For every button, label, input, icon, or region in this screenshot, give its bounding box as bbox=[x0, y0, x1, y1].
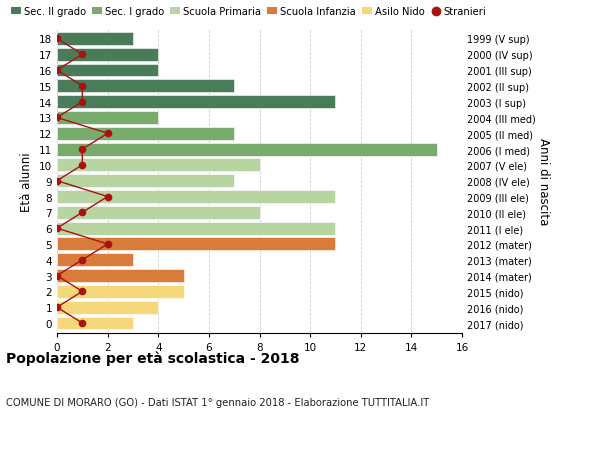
Bar bbox=[57, 269, 184, 282]
Bar bbox=[57, 301, 158, 314]
Y-axis label: Anni di nascita: Anni di nascita bbox=[536, 138, 550, 225]
Y-axis label: Età alunni: Età alunni bbox=[20, 151, 34, 211]
Text: Popolazione per età scolastica - 2018: Popolazione per età scolastica - 2018 bbox=[6, 351, 299, 366]
Bar bbox=[57, 143, 437, 156]
Bar bbox=[57, 128, 234, 140]
Bar bbox=[57, 254, 133, 267]
Text: COMUNE DI MORARO (GO) - Dati ISTAT 1° gennaio 2018 - Elaborazione TUTTITALIA.IT: COMUNE DI MORARO (GO) - Dati ISTAT 1° ge… bbox=[6, 397, 429, 407]
Legend: Sec. II grado, Sec. I grado, Scuola Primaria, Scuola Infanzia, Asilo Nido, Stran: Sec. II grado, Sec. I grado, Scuola Prim… bbox=[11, 7, 487, 17]
Bar bbox=[57, 159, 260, 172]
Bar bbox=[57, 222, 335, 235]
Bar bbox=[57, 285, 184, 298]
Bar bbox=[57, 49, 158, 62]
Bar bbox=[57, 317, 133, 330]
Bar bbox=[57, 80, 234, 93]
Bar bbox=[57, 190, 335, 203]
Bar bbox=[57, 112, 158, 125]
Bar bbox=[57, 33, 133, 46]
Bar bbox=[57, 175, 234, 188]
Bar bbox=[57, 96, 335, 109]
Bar bbox=[57, 238, 335, 251]
Bar bbox=[57, 207, 260, 219]
Bar bbox=[57, 64, 158, 77]
